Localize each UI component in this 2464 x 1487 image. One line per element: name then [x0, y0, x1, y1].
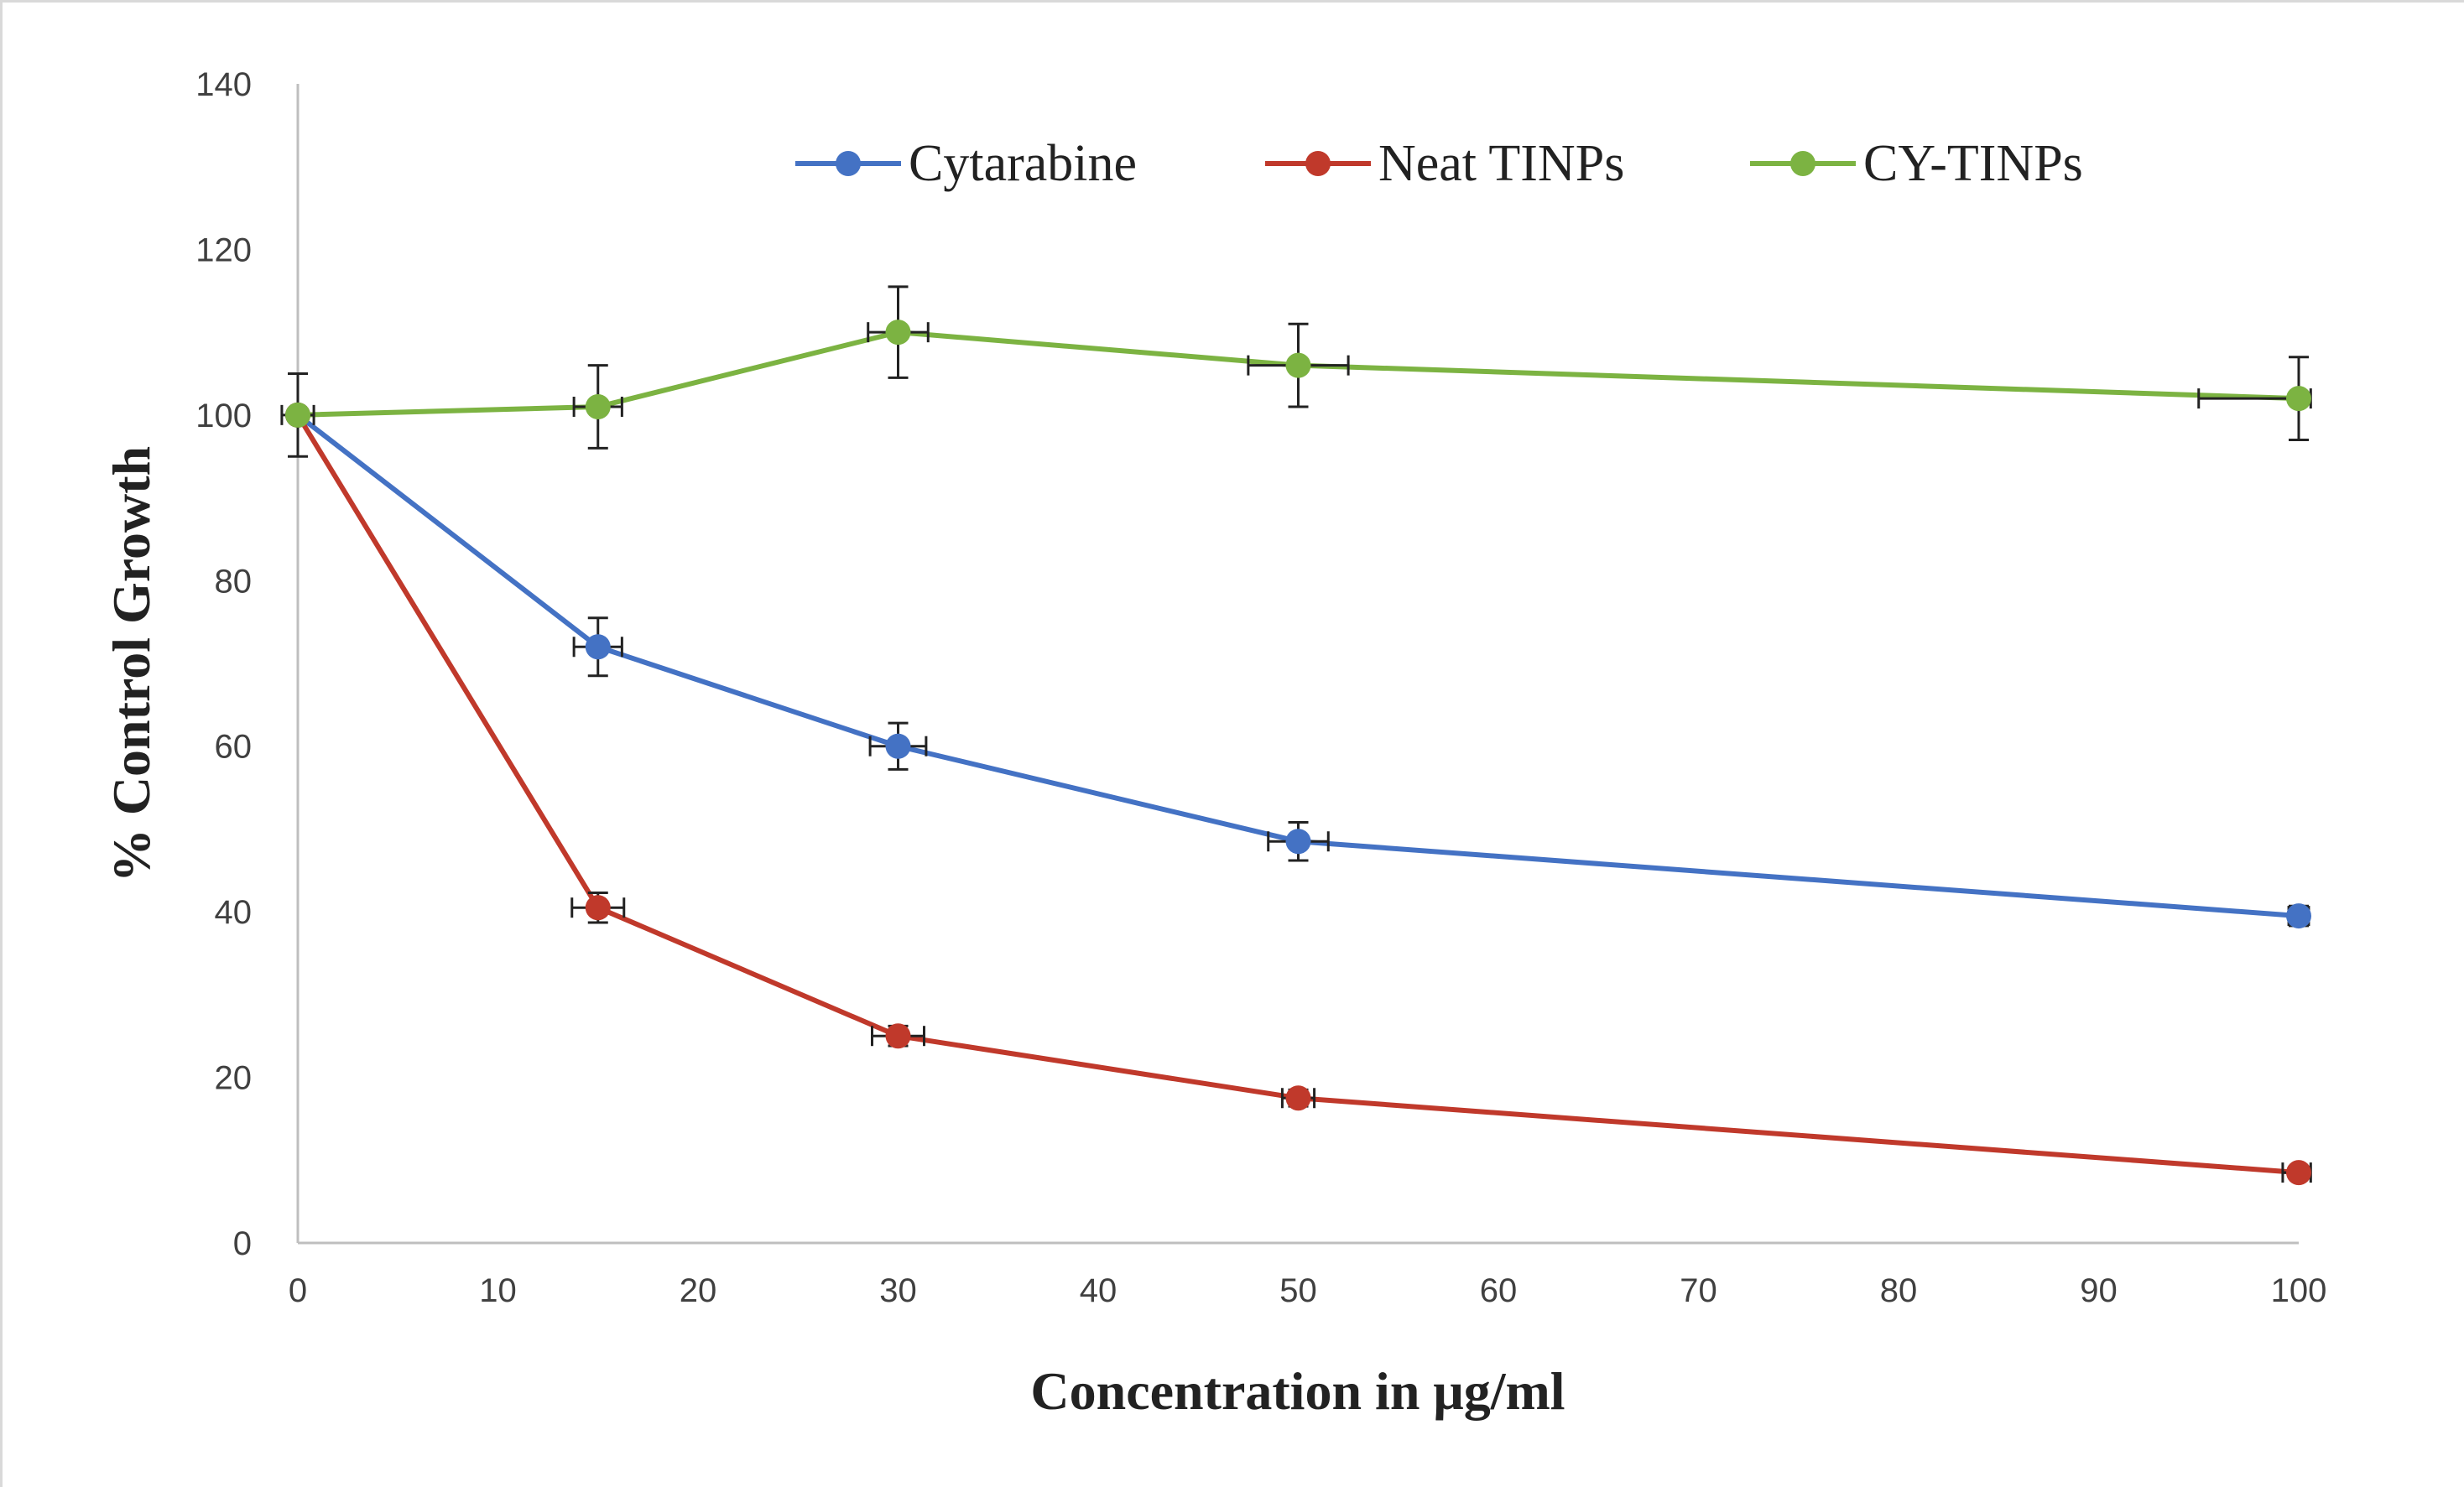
legend-swatch-marker: [836, 151, 861, 176]
data-point: [2286, 1160, 2311, 1186]
series-line: [295, 413, 2300, 1176]
axes: [296, 84, 2299, 1245]
legend-swatch-marker: [1790, 151, 1815, 176]
legend-swatch-marker: [1305, 151, 1331, 176]
x-axis-title: Concentration in μg/ml: [1030, 1361, 1565, 1421]
data-point: [1285, 352, 1311, 378]
x-tick-label: 50: [1279, 1272, 1317, 1309]
legend: Cytarabine Neat TINPs CY-TINPs: [795, 135, 2083, 192]
y-tick-label: 40: [215, 894, 253, 931]
y-tick-label: 80: [215, 563, 253, 600]
y-axis-title: % Control Growth: [102, 446, 161, 882]
x-tick-label: 90: [2080, 1272, 2118, 1309]
legend-label: CY-TINPs: [1863, 135, 2083, 192]
x-tick-label: 100: [2271, 1272, 2327, 1309]
x-tick-label: 60: [1480, 1272, 1518, 1309]
data-point: [1285, 829, 1311, 855]
data-point: [585, 895, 611, 921]
y-tick-label: 0: [233, 1225, 252, 1262]
y-tick-labels: 0 20 40 60 80 100 120 140: [195, 66, 252, 1262]
data-point: [585, 393, 611, 419]
x-tick-label: 0: [289, 1272, 307, 1309]
data-point: [2286, 386, 2311, 412]
data-point: [885, 1023, 911, 1049]
series-layer: [280, 285, 2312, 1186]
data-point: [885, 733, 911, 759]
y-tick-label: 60: [215, 729, 253, 766]
y-tick-label: 100: [195, 398, 252, 434]
x-tick-label: 20: [680, 1272, 717, 1309]
x-tick-label: 80: [1880, 1272, 1918, 1309]
x-tick-label: 30: [879, 1272, 917, 1309]
y-tick-label: 120: [195, 231, 252, 268]
legend-label: Neat TINPs: [1378, 135, 1624, 192]
series-group: [280, 285, 2312, 458]
x-tick-label: 70: [1680, 1272, 1717, 1309]
x-tick-labels: 0 10 20 30 40 50 60 70 80 90 100: [289, 1272, 2327, 1309]
data-point: [2286, 903, 2311, 929]
y-tick-label: 140: [195, 66, 252, 103]
series-group: [285, 402, 2311, 929]
data-point: [885, 320, 911, 346]
data-point: [285, 402, 310, 428]
data-point: [585, 634, 611, 660]
series-group: [285, 402, 2312, 1186]
x-tick-label: 10: [479, 1272, 517, 1309]
y-tick-label: 20: [215, 1060, 253, 1097]
legend-label: Cytarabine: [909, 135, 1137, 192]
x-tick-label: 40: [1080, 1272, 1117, 1309]
data-point: [1285, 1085, 1311, 1111]
